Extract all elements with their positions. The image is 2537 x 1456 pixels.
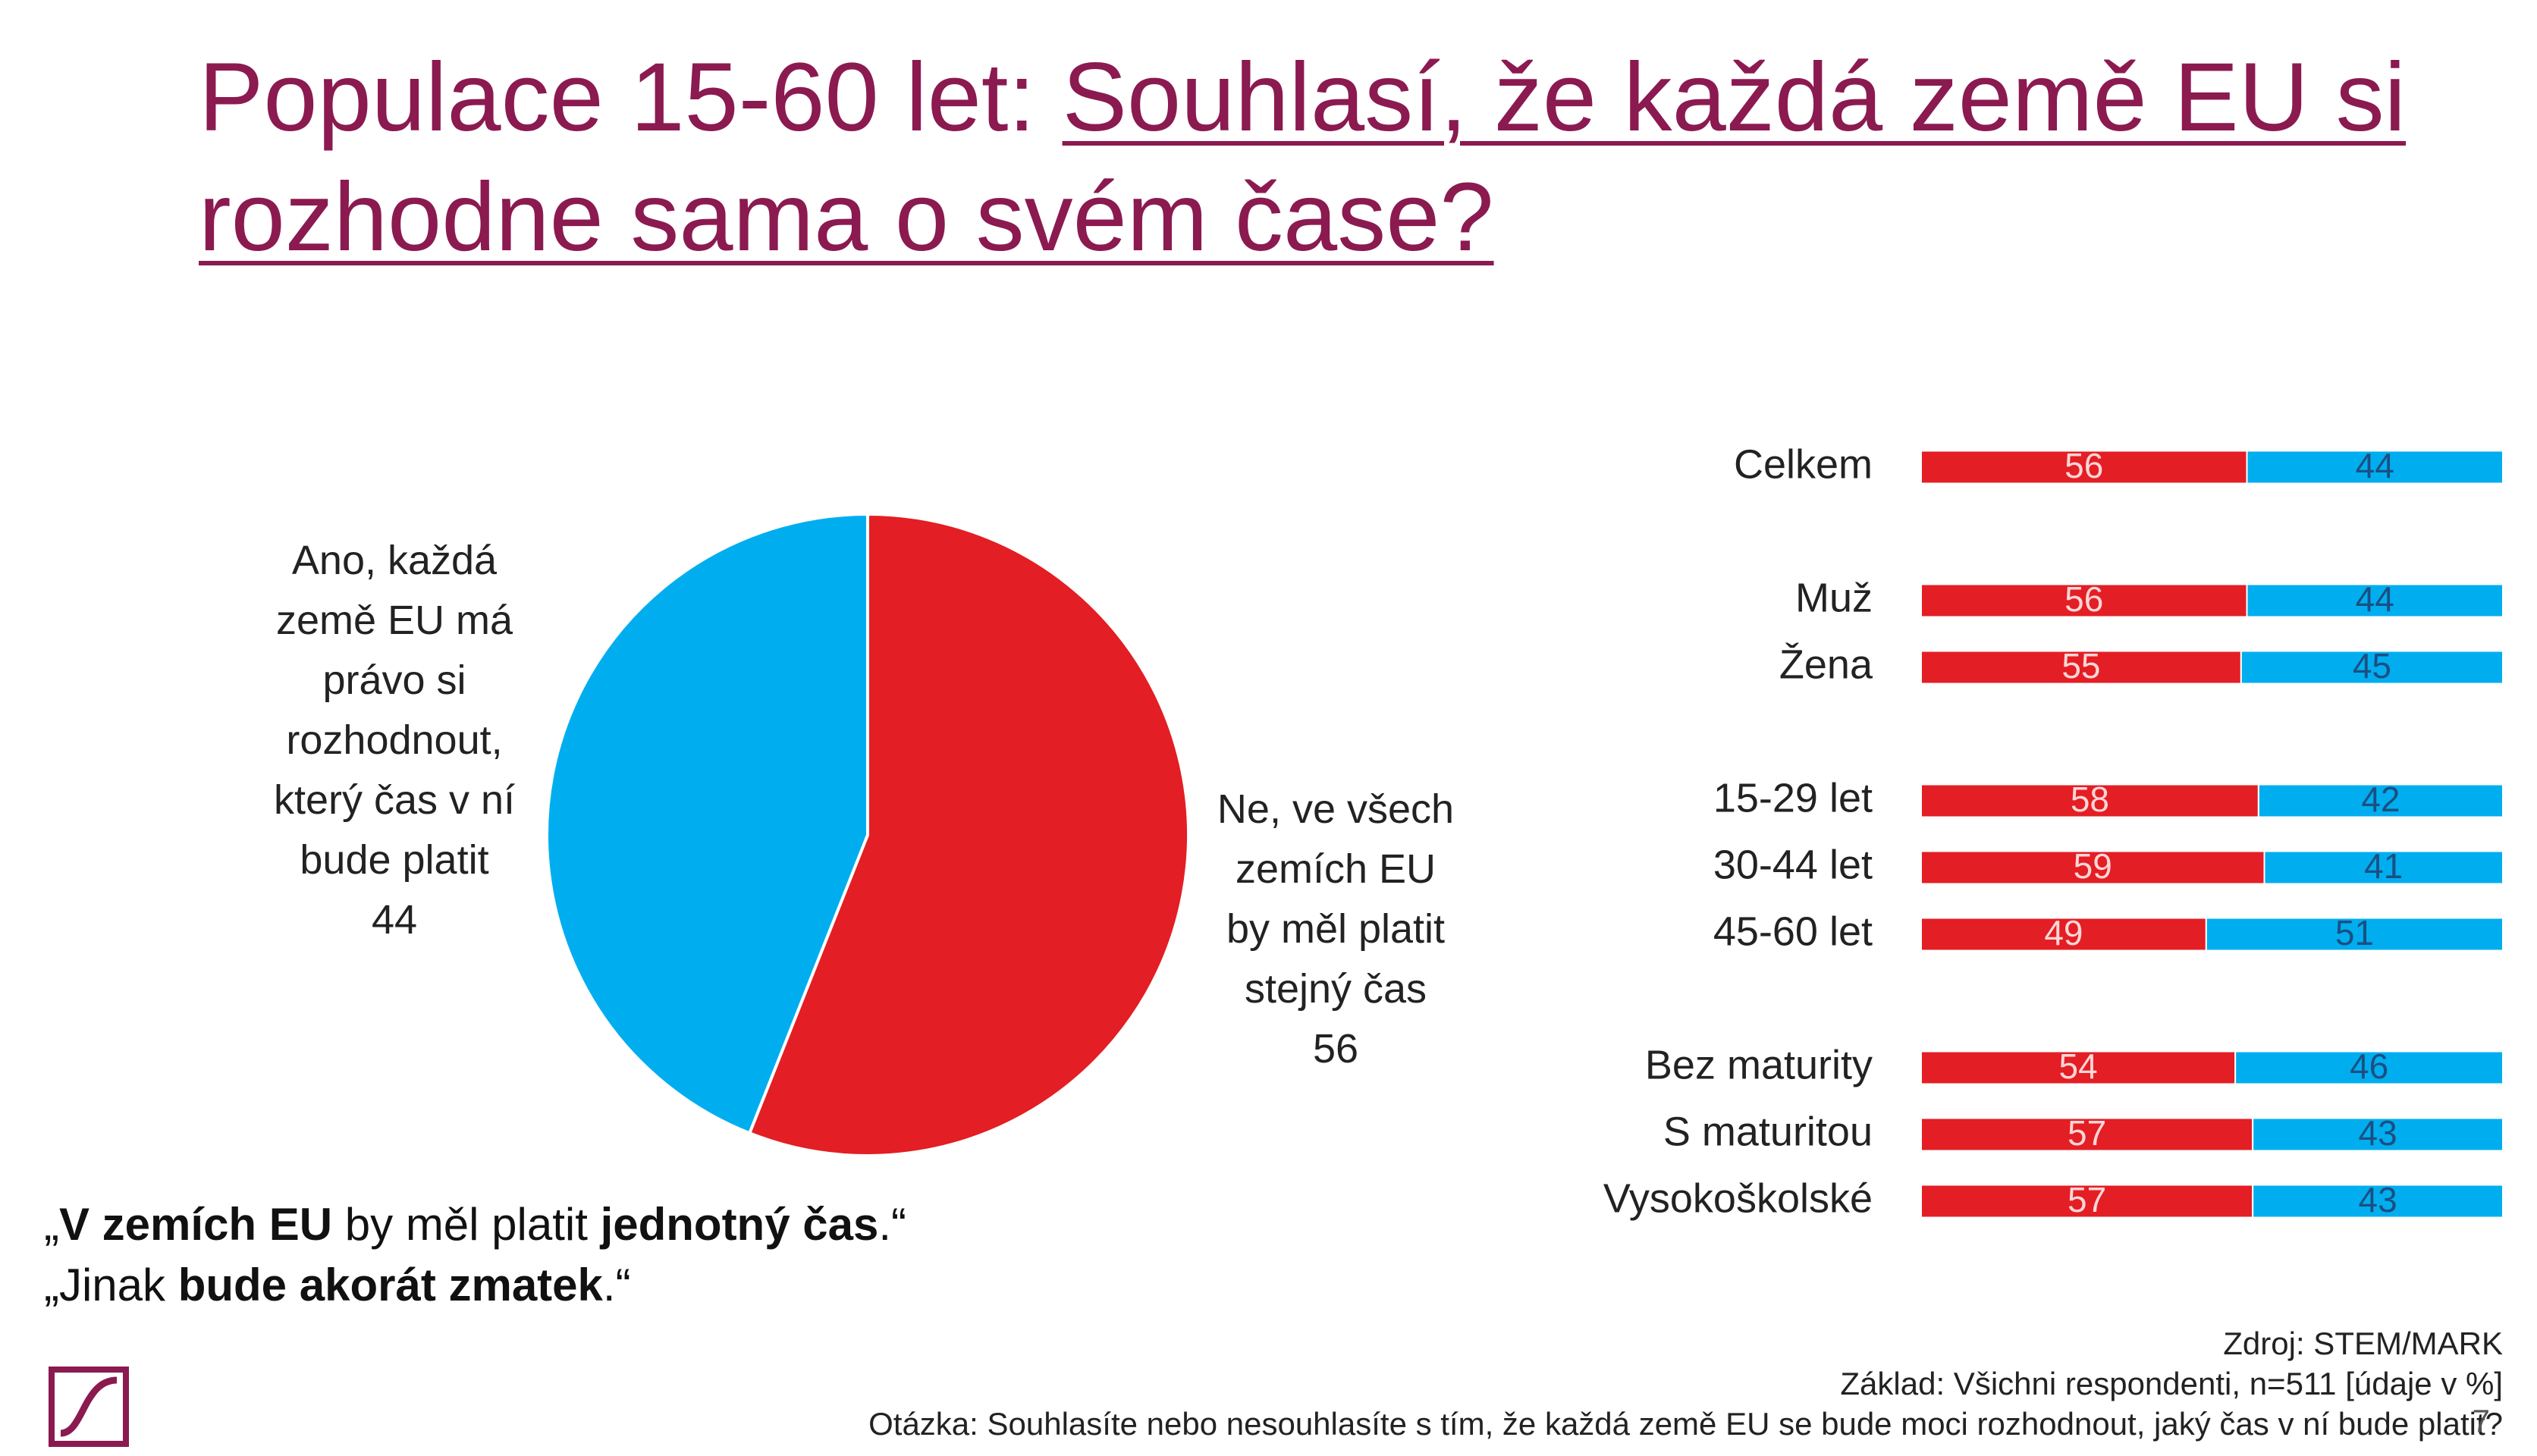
quote-part: V zemích EU xyxy=(58,1199,333,1250)
bar-segment xyxy=(1920,1184,2254,1219)
value-label: 54 xyxy=(2059,1046,2098,1086)
source-line: Otázka: Souhlasíte nebo nesouhlasíte s t… xyxy=(868,1406,2503,1442)
value-label: 44 xyxy=(2356,579,2394,619)
pie-slice xyxy=(747,512,1190,1157)
bar-segment xyxy=(2246,583,2504,618)
value-label: 46 xyxy=(2350,1046,2388,1086)
value-label: 56 xyxy=(2064,579,2103,619)
bar-segment xyxy=(2240,650,2504,685)
source-line: Zdroj: STEM/MARK xyxy=(2223,1326,2503,1361)
category-label: Celkem xyxy=(1734,441,1873,487)
bar-segment xyxy=(1920,783,2259,818)
bar-segment xyxy=(1920,917,2207,952)
bar-segment xyxy=(2252,1184,2504,1219)
quote-part: „ xyxy=(44,1199,59,1250)
pie-label: Ano, každá země EU má právo si rozhodnou… xyxy=(197,531,592,950)
value-label: 43 xyxy=(2359,1180,2397,1219)
value-label: 45 xyxy=(2353,646,2391,686)
category-label: Žena xyxy=(1779,642,1873,687)
value-label: 41 xyxy=(2364,846,2403,886)
category-label: Vysokoškolské xyxy=(1603,1175,1873,1221)
source: Zdroj: STEM/MARK Základ: Všichni responde… xyxy=(868,1323,2503,1444)
bar-segment xyxy=(1920,1117,2254,1152)
quote: „Jinak bude akorát zmatek.“ xyxy=(44,1255,906,1316)
quote-part: jednotný čas xyxy=(600,1199,879,1250)
quote-part: .“ xyxy=(602,1260,631,1310)
quote-part: bude akorát zmatek xyxy=(177,1260,603,1310)
bar-segment xyxy=(2246,450,2504,485)
title-lead: Populace 15-60 let: xyxy=(199,43,1063,152)
value-label: 56 xyxy=(2064,446,2103,485)
pie-label-text: Ne, ve všech zemích EU by měl platit ste… xyxy=(1217,786,1455,1012)
bar-segment xyxy=(2263,850,2504,885)
quote: „V zemích EU by měl platit jednotný čas.… xyxy=(44,1194,906,1255)
pie-label: Ne, ve všech zemích EU by měl platit ste… xyxy=(1138,780,1533,1079)
category-label: 30-44 let xyxy=(1713,842,1873,887)
bar-segment xyxy=(2252,1117,2504,1152)
title: Populace 15-60 let: Souhlasí, že každá z… xyxy=(199,38,2459,278)
source-line: Základ: Všichni respondenti, n=511 [údaj… xyxy=(1840,1366,2503,1401)
value-label: 57 xyxy=(2068,1113,2106,1153)
logo xyxy=(49,1367,129,1447)
quotes: „V zemích EU by měl platit jednotný čas.… xyxy=(44,1194,906,1316)
pie-value: 56 xyxy=(1312,1026,1359,1072)
pie-slice xyxy=(545,512,869,1135)
value-label: 43 xyxy=(2359,1113,2397,1153)
quote-part: „Jinak xyxy=(44,1260,178,1310)
category-label: 15-29 let xyxy=(1713,775,1873,821)
value-label: 42 xyxy=(2361,780,2400,819)
quote-part: by měl platit xyxy=(332,1199,601,1250)
category-label: 45-60 let xyxy=(1713,908,1873,954)
category-label: Bez maturity xyxy=(1645,1042,1873,1087)
bar-segment xyxy=(2205,917,2504,952)
value-label: 51 xyxy=(2335,913,2374,952)
value-label: 59 xyxy=(2074,846,2112,886)
title-question: Souhlasí, že každá země EU si rozhodne s… xyxy=(199,43,2407,271)
category-label: Muž xyxy=(1795,575,1873,620)
page-number: 7 xyxy=(2472,1403,2490,1439)
bar-segment xyxy=(2257,783,2504,818)
value-label: 44 xyxy=(2356,446,2394,485)
bar-segment xyxy=(1920,583,2248,618)
quote-part: .“ xyxy=(878,1199,907,1250)
bar-segment xyxy=(1920,1050,2237,1085)
value-label: 58 xyxy=(2071,780,2109,819)
value-label: 55 xyxy=(2061,646,2100,686)
bar-segment xyxy=(2234,1050,2504,1085)
pie-value: 44 xyxy=(371,897,418,943)
value-label: 49 xyxy=(2044,913,2083,952)
pie-label-text: Ano, každá země EU má právo si rozhodnou… xyxy=(273,538,516,883)
value-label: 57 xyxy=(2068,1180,2106,1219)
category-label: S maturitou xyxy=(1663,1109,1873,1154)
